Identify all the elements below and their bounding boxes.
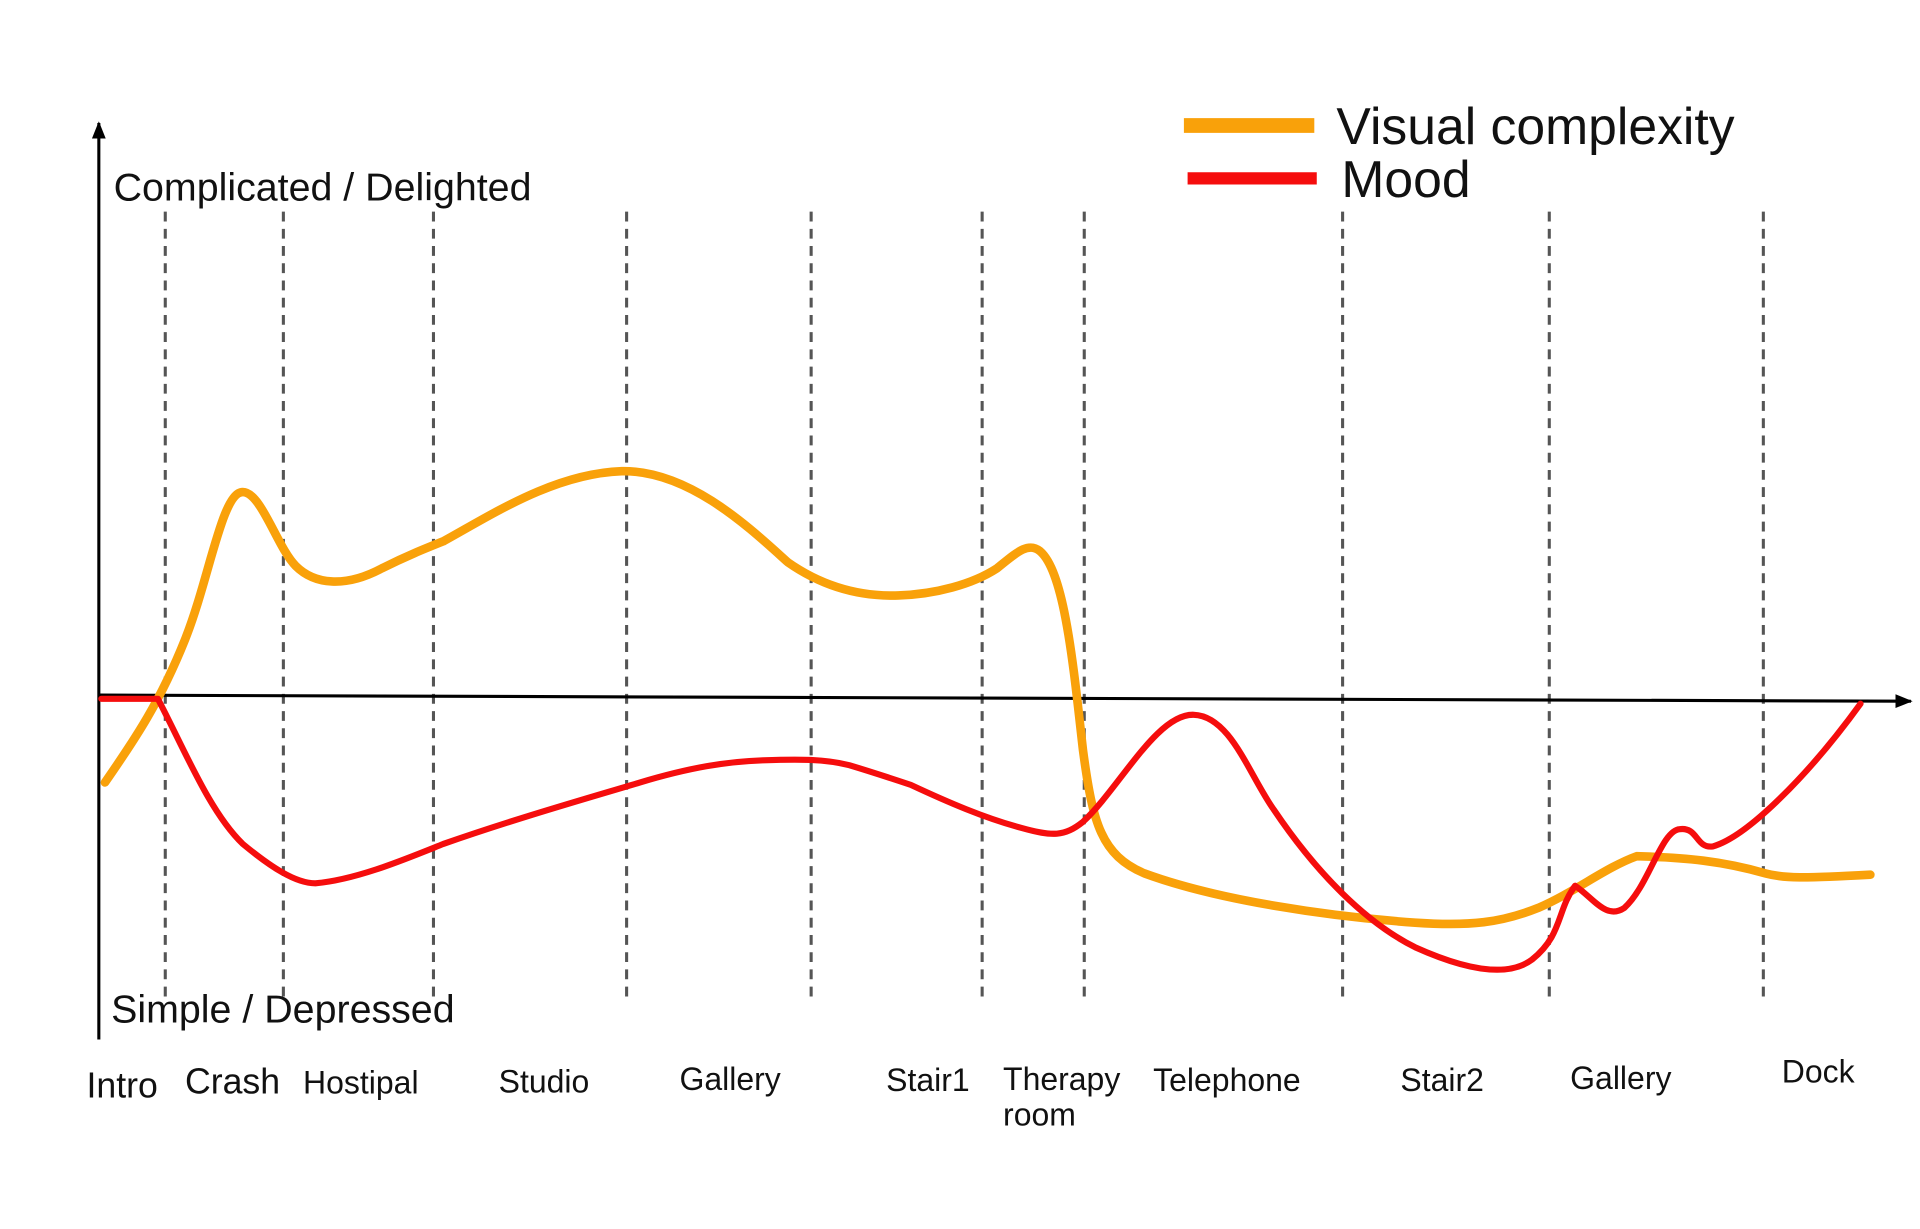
x-axis bbox=[98, 693, 1913, 709]
legend-label: Visual complexity bbox=[1336, 97, 1734, 155]
scene-label: Gallery bbox=[680, 1061, 781, 1097]
y-axis-bottom-label: Simple / Depressed bbox=[111, 987, 454, 1031]
scene-label: Intro bbox=[87, 1065, 158, 1105]
scene-label: Dock bbox=[1782, 1054, 1856, 1090]
scene-label: room bbox=[1003, 1097, 1076, 1133]
scene-label: Gallery bbox=[1570, 1060, 1671, 1096]
y-axis-top-label: Complicated / Delighted bbox=[114, 166, 532, 210]
scene-label: Therapy bbox=[1003, 1061, 1120, 1097]
scene-separators bbox=[163, 211, 1765, 997]
scene-label: Telephone bbox=[1153, 1062, 1301, 1098]
scene-label: Stair2 bbox=[1400, 1062, 1484, 1098]
visual-complexity-curve bbox=[100, 466, 1875, 929]
scene-label: Studio bbox=[499, 1063, 590, 1099]
legend-label: Mood bbox=[1341, 150, 1470, 208]
mood-curve bbox=[98, 695, 1864, 973]
scene-label: Hostipal bbox=[303, 1065, 419, 1101]
scene-label: Crash bbox=[185, 1062, 280, 1102]
scene-label: Stair1 bbox=[886, 1062, 970, 1098]
